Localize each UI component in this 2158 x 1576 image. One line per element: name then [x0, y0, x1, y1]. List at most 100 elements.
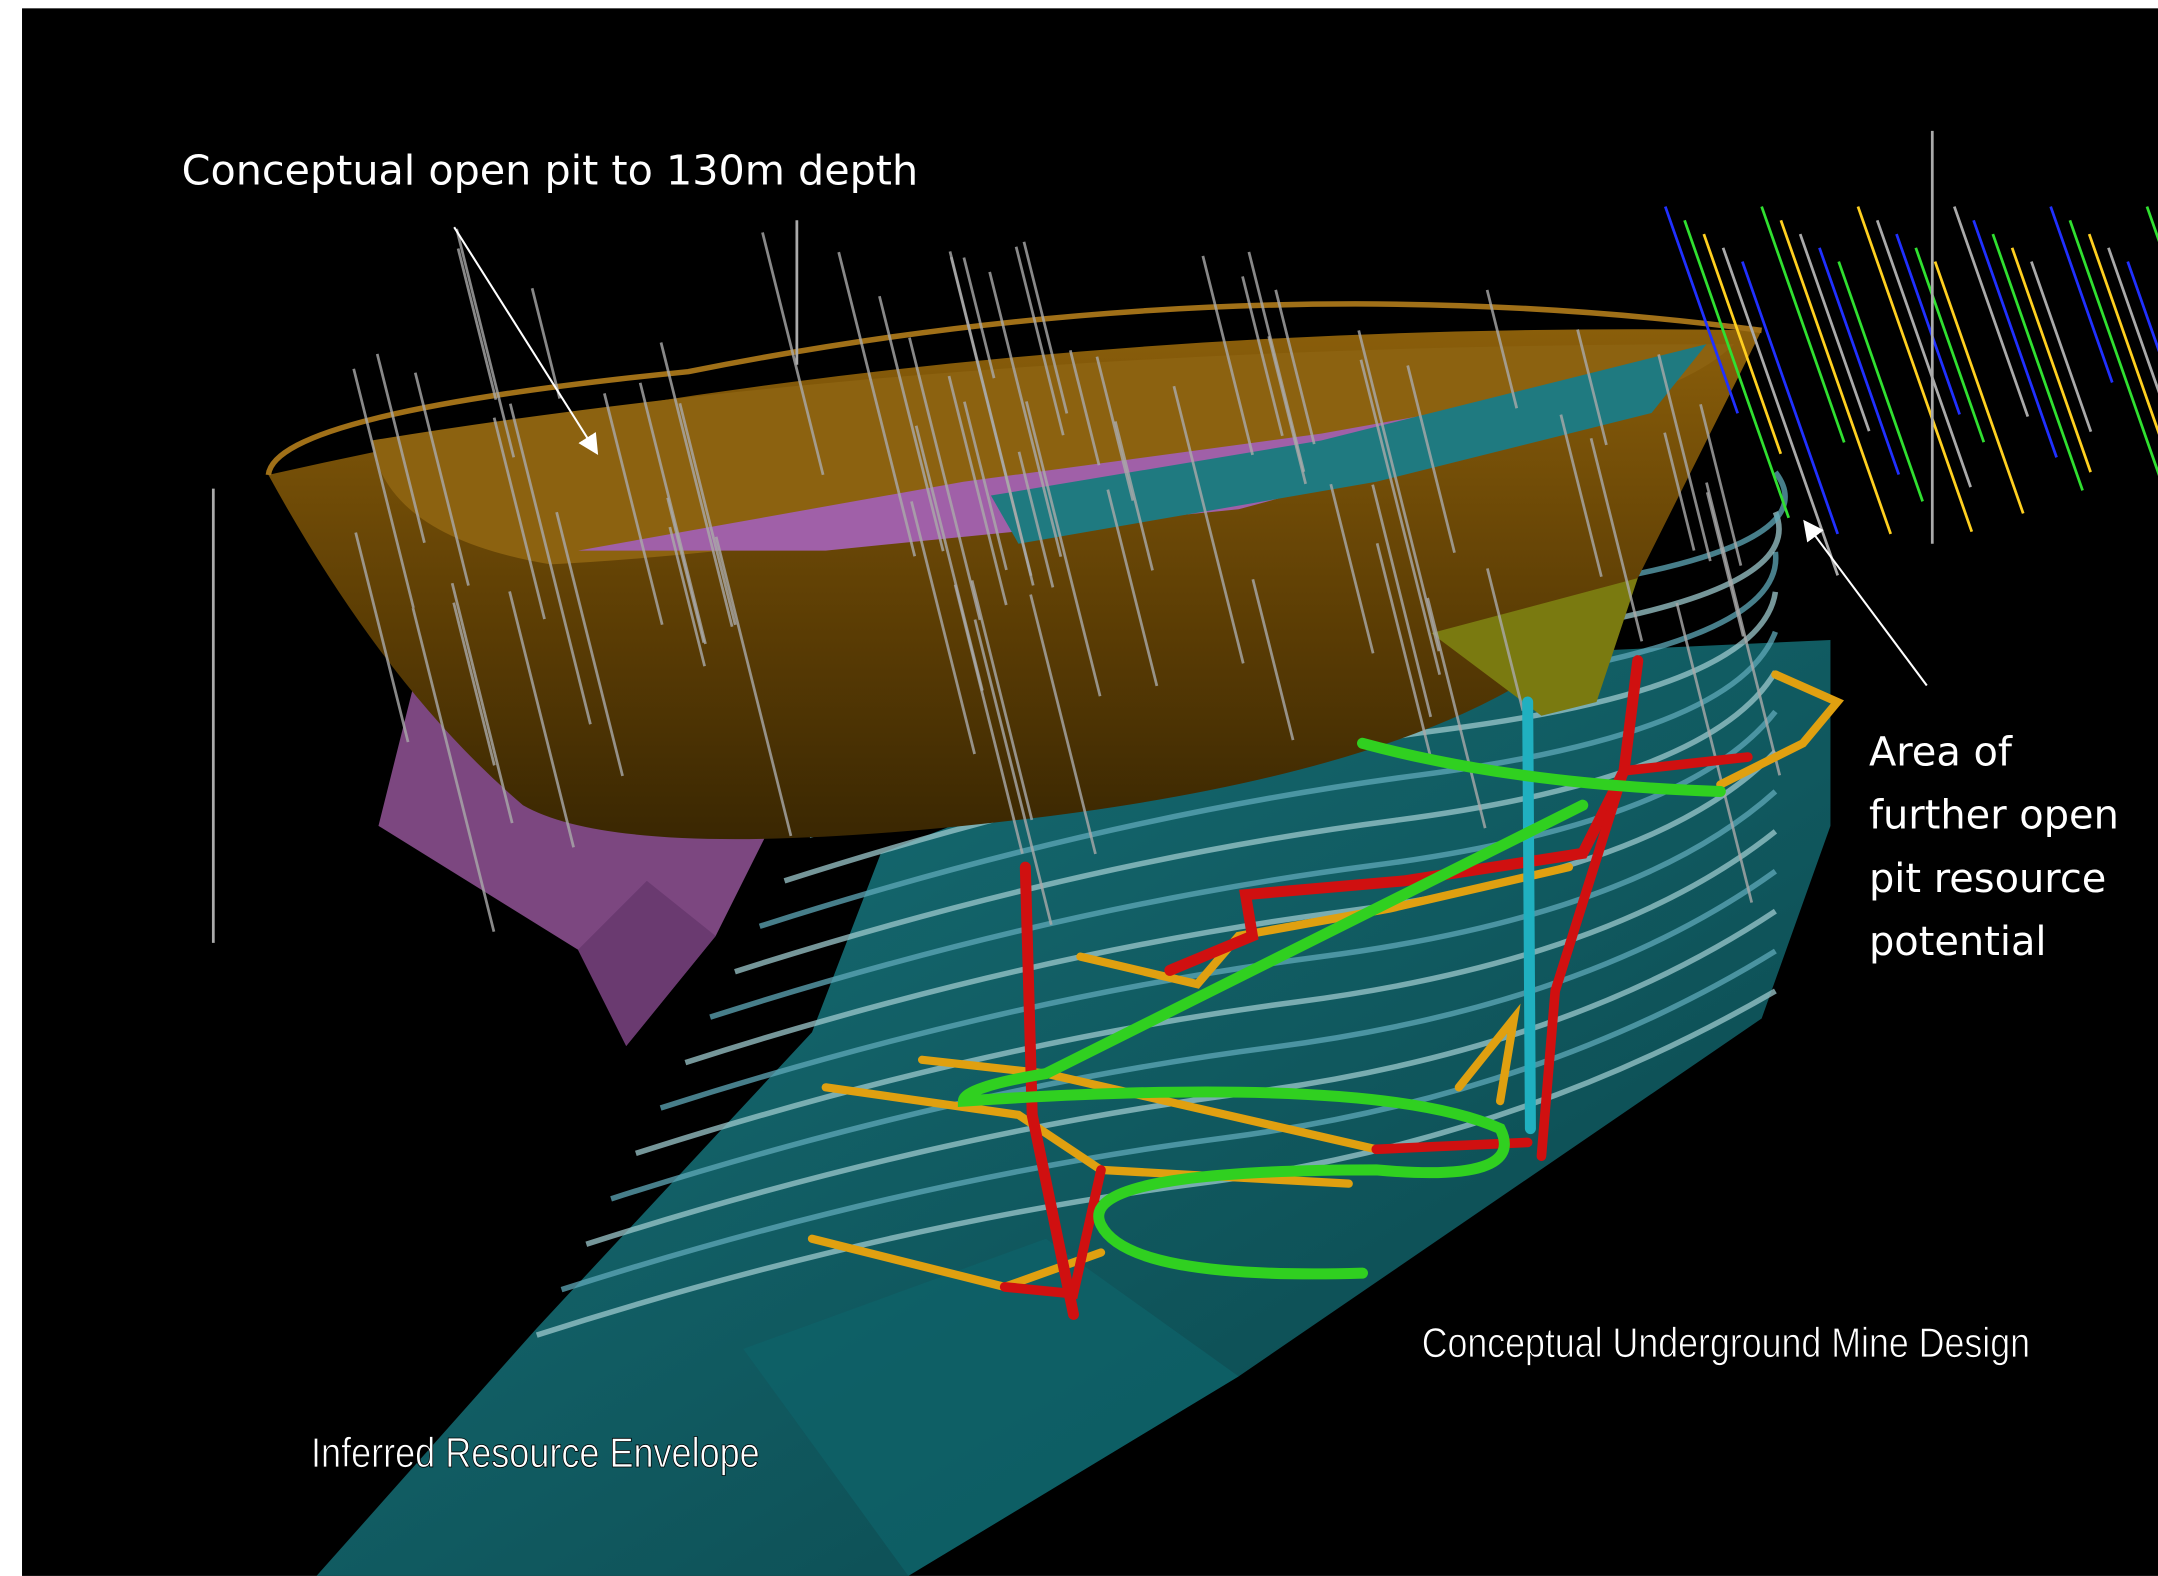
- drive: [1716, 670, 1844, 789]
- raise: [1536, 752, 1753, 1161]
- drill-hole: [1991, 233, 2084, 491]
- drill-hole: [1106, 489, 1159, 687]
- purple-lode-facet: [578, 880, 716, 1047]
- model-label: Inferred Resource Envelope: [311, 1430, 760, 1476]
- drill-hole: [948, 251, 1033, 577]
- annotation-arrow: [453, 226, 599, 455]
- drill-hole: [1798, 233, 1871, 432]
- drill-hole: [1029, 594, 1097, 855]
- drill-hole: [878, 295, 945, 552]
- ore-lens: [734, 670, 1778, 975]
- annotation: potential: [1869, 919, 2047, 965]
- drill-hole: [761, 232, 825, 476]
- drill-hole: [1201, 255, 1254, 456]
- drill-hole: [1837, 261, 1924, 502]
- annotation: Conceptual open pit to 130m depth: [182, 147, 918, 195]
- ore-lens: [758, 630, 1778, 929]
- drill-hole: [1779, 219, 1892, 535]
- drill-hole: [352, 368, 415, 609]
- drill-hole: [1017, 451, 1055, 588]
- drill-hole: [1014, 246, 1065, 436]
- drill-hole: [1251, 578, 1295, 741]
- drill-hole: [1895, 233, 1961, 415]
- drill-hole: [1675, 602, 1754, 903]
- drill-hole: [1972, 219, 2058, 458]
- pit-envelope: [990, 344, 1707, 544]
- drill-hole: [1241, 276, 1284, 437]
- drill-hole: [837, 251, 917, 557]
- drill-hole: [456, 248, 498, 400]
- pit-rim: [265, 301, 1762, 476]
- drill-hole: [1663, 206, 1739, 414]
- ore-lens: [560, 948, 1777, 1293]
- pit-lode: [578, 399, 1542, 551]
- drill-hole: [988, 271, 1063, 558]
- pit-floor: [371, 344, 1735, 565]
- annotation: pit resource: [1869, 856, 2106, 902]
- drill-hole: [375, 353, 426, 544]
- drill-hole: [1559, 414, 1603, 578]
- drill-hole: [1113, 421, 1154, 571]
- ore-lens: [659, 789, 1778, 1111]
- drill-hole: [2049, 206, 2114, 383]
- drill-hole: [508, 591, 575, 848]
- drill-hole: [452, 602, 496, 766]
- drill-hole: [1705, 491, 1745, 637]
- drill-hole: [1025, 401, 1102, 697]
- drill-hole: [1663, 432, 1696, 551]
- drill-hole: [1705, 482, 1782, 776]
- drill-hole: [638, 382, 707, 645]
- drill-hole: [413, 372, 470, 586]
- drill-hole: [1095, 356, 1135, 501]
- decline: [957, 737, 1726, 1280]
- drill-hole: [947, 375, 1008, 606]
- drill-hole: [1371, 484, 1433, 718]
- drill-hole: [492, 417, 546, 620]
- drill-hole: [1357, 330, 1441, 652]
- drill-hole: [1172, 385, 1245, 664]
- raise: [1019, 861, 1079, 1320]
- drill-hole: [354, 532, 410, 743]
- drill-hole: [603, 393, 664, 625]
- drill-hole: [1022, 241, 1069, 414]
- drill-hole: [1699, 403, 1743, 566]
- drill-hole: [963, 401, 1008, 571]
- drill-hole: [1953, 206, 2030, 417]
- drill-hole: [910, 501, 976, 755]
- drill-hole: [1818, 247, 1901, 475]
- yellow-lode: [1431, 578, 1638, 716]
- drill-hole: [659, 342, 734, 628]
- drill-hole: [1068, 349, 1101, 466]
- drill-hole: [1267, 335, 1307, 485]
- drill-hole: [962, 257, 996, 379]
- raise: [999, 1165, 1106, 1299]
- drill-hole: [1589, 438, 1644, 642]
- drill-hole: [1406, 365, 1456, 554]
- shaft: [1522, 696, 1536, 1135]
- drill-hole: [2107, 247, 2158, 394]
- drill-hole: [411, 607, 496, 933]
- drill-hole: [970, 580, 1034, 821]
- drill-hole: [1329, 483, 1375, 654]
- drill-hole: [678, 402, 737, 626]
- drill-hole: [2068, 219, 2158, 477]
- drill-hole: [1760, 206, 1846, 443]
- drill-hole: [953, 584, 1024, 855]
- drill-hole: [908, 337, 982, 621]
- envelope-facet: [743, 1238, 1239, 1576]
- drill-hole: [2010, 247, 2092, 473]
- drill-hole: [555, 511, 624, 777]
- ore-lens: [535, 988, 1777, 1338]
- model-label: Conceptual Underground Mine Design: [1422, 1320, 2030, 1366]
- drill-hole: [668, 526, 706, 667]
- drill-hole: [1702, 233, 1783, 455]
- drill-hole: [1486, 568, 1525, 711]
- drill-hole: [1683, 219, 1790, 519]
- drill-hole: [450, 582, 514, 824]
- drill-hole: [1856, 206, 1974, 533]
- ore-lens: [684, 749, 1778, 1066]
- drill-hole: [1485, 289, 1519, 409]
- drill-hole: [530, 287, 562, 399]
